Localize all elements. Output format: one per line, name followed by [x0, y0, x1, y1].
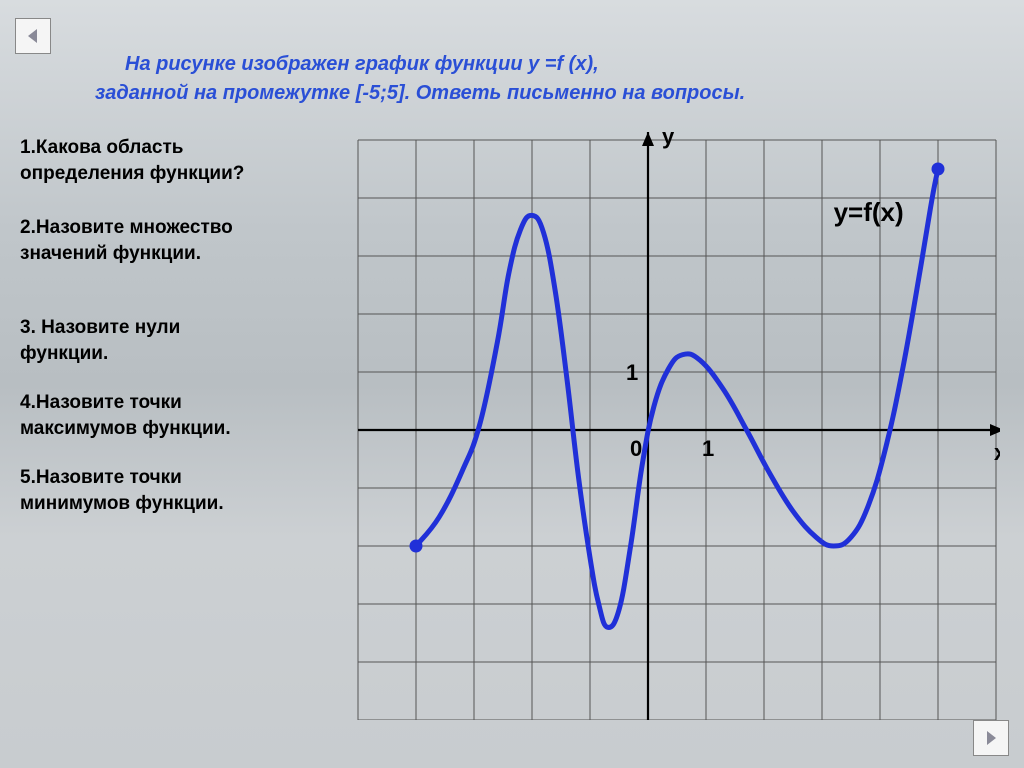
question-1: 1.Какова область определения функции?	[20, 135, 295, 186]
title-line2: заданной на промежутке [-5;5]. Ответь пи…	[95, 79, 745, 108]
y-axis-label: y	[662, 124, 675, 149]
tick-x-1: 1	[702, 436, 714, 461]
tick-y-1: 1	[626, 360, 638, 385]
origin-label: 0	[630, 436, 642, 461]
title-line1: На рисунке изображен график функции y =f…	[95, 50, 745, 79]
question-3: 3. Назовите нули функции.	[20, 315, 180, 366]
curve-endpoint	[932, 163, 945, 176]
slide-title: На рисунке изображен график функции y =f…	[95, 50, 745, 108]
nav-back-button[interactable]	[15, 18, 51, 54]
nav-forward-button[interactable]	[973, 720, 1009, 756]
function-label: y=f(x)	[834, 197, 904, 227]
function-curve	[416, 169, 938, 627]
question-5: 5.Назовите точки минимумов функции.	[20, 465, 295, 516]
curve-endpoint	[410, 540, 423, 553]
triangle-left-icon	[23, 26, 43, 46]
x-axis-label: x	[994, 440, 1000, 465]
question-2: 2.Назовите множество значений функции.	[20, 215, 295, 266]
function-graph: y x 0 1 1 y=f(x)	[300, 120, 1000, 720]
question-4: 4.Назовите точки максимумов функции.	[20, 390, 295, 441]
triangle-right-icon	[981, 728, 1001, 748]
